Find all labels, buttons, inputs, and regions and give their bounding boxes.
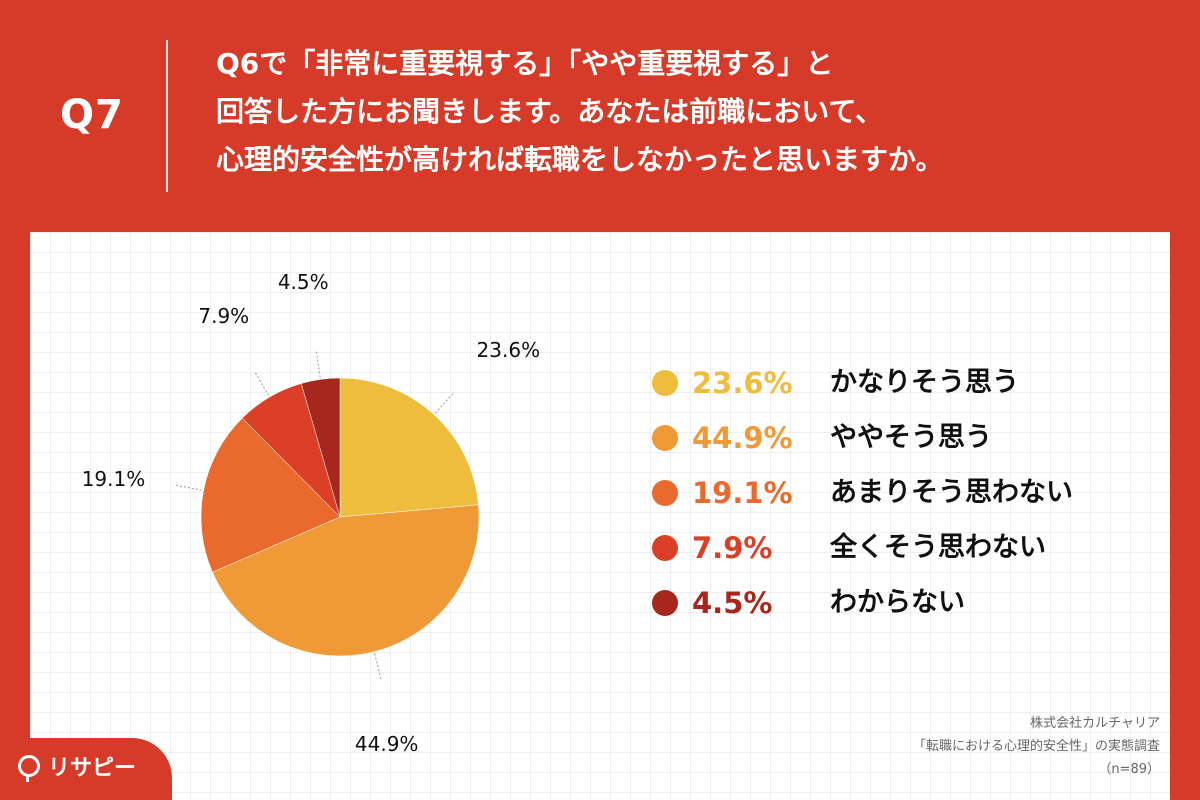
- leader-line: [434, 393, 454, 414]
- question-line-2: 回答した方にお聞きします。あなたは前職において、: [216, 95, 883, 128]
- source-survey: 「転職における心理的安全性」の実態調査: [912, 739, 1160, 754]
- legend-dot: [652, 590, 678, 616]
- slice-data-label: 23.6%: [477, 338, 541, 362]
- legend-label: あまりそう思わない: [830, 477, 1073, 508]
- pie-slice: [339, 377, 479, 518]
- slice-data-label: 7.9%: [198, 304, 249, 328]
- legend-item: 19.1% あまりそう思わない: [652, 472, 1132, 527]
- pin-icon: [18, 755, 40, 782]
- header-divider: [166, 40, 168, 192]
- legend-dot: [652, 480, 678, 506]
- legend-item: 7.9% 全くそう思わない: [652, 527, 1132, 582]
- slice-data-label: 4.5%: [278, 270, 329, 294]
- legend-label: わからない: [830, 587, 965, 618]
- source-note: 株式会社カルチャリア 「転職における心理的安全性」の実態調査 （n=89）: [913, 712, 1160, 781]
- legend-percent: 7.9%: [692, 531, 773, 565]
- question-text: Q6で「非常に重要視する」「やや重要視する」と 回答した方にお聞きします。あなた…: [216, 40, 1176, 184]
- leader-line: [175, 484, 202, 491]
- legend-label: かなりそう思う: [830, 367, 1019, 398]
- question-number: Q7: [60, 92, 124, 138]
- pie-slice: [212, 504, 480, 657]
- source-sample: （n=89）: [1098, 762, 1160, 777]
- header: Q7 Q6で「非常に重要視する」「やや重要視する」と 回答した方にお聞きします。…: [0, 0, 1200, 232]
- question-line-1: Q6で「非常に重要視する」「やや重要視する」と: [216, 47, 834, 80]
- legend-dot: [652, 425, 678, 451]
- leader-line: [255, 372, 270, 396]
- question-line-3: 心理的安全性が高ければ転職をしなかったと思いますか。: [216, 143, 944, 176]
- legend-item: 23.6% かなりそう思う: [652, 362, 1132, 417]
- leader-line: [315, 351, 321, 378]
- legend-percent: 23.6%: [692, 366, 793, 400]
- pie-slice: [200, 417, 341, 573]
- legend-item: 44.9% ややそう思う: [652, 417, 1132, 472]
- legend-label: 全くそう思わない: [830, 532, 1046, 563]
- slice-data-label: 44.9%: [355, 732, 419, 756]
- legend-dot: [652, 370, 678, 396]
- legend: 23.6% かなりそう思う 44.9% ややそう思う 19.1% あまりそう思わ…: [652, 362, 1132, 637]
- leader-line: [374, 653, 382, 680]
- legend-item: 4.5% わからない: [652, 582, 1132, 637]
- slice-data-label: 19.1%: [82, 467, 146, 491]
- legend-percent: 4.5%: [692, 586, 773, 620]
- legend-dot: [652, 535, 678, 561]
- brand-logo: リサピー: [18, 750, 136, 782]
- logo-text: リサピー: [48, 756, 137, 781]
- source-company: 株式会社カルチャリア: [1030, 716, 1160, 731]
- legend-label: ややそう思う: [830, 422, 992, 453]
- pie-slice: [300, 377, 341, 518]
- legend-percent: 44.9%: [692, 421, 793, 455]
- legend-percent: 19.1%: [692, 476, 793, 510]
